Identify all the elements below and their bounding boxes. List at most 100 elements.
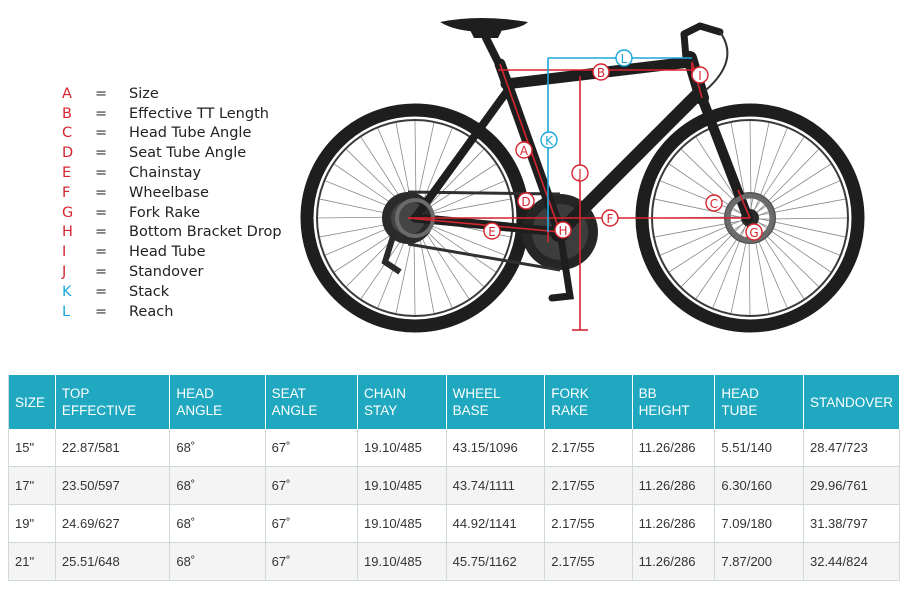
marker-b-text: B — [597, 66, 605, 80]
legend-row-j: J = Standover — [62, 262, 282, 282]
legend-row-k: K = Stack — [62, 282, 282, 302]
header-standover: STANDOVER — [803, 375, 901, 429]
table-cell: 2.17/55 — [544, 429, 633, 467]
table-cell: 67˚ — [265, 542, 359, 581]
header-chain-stay: CHAIN STAY — [357, 375, 447, 429]
legend-row-l: L = Reach — [62, 302, 282, 322]
marker-e-text: E — [488, 225, 496, 239]
legend-row-i: I = Head Tube — [62, 242, 282, 262]
table-cell: 2.17/55 — [544, 466, 633, 505]
legend-code: B — [62, 105, 72, 122]
spoke — [421, 149, 484, 213]
legend-code: G — [62, 204, 74, 221]
marker-i-text: I — [698, 69, 702, 83]
header-line: BB — [638, 386, 657, 401]
legend-label: Standover — [129, 264, 204, 281]
table-cell: 25.51/648 — [55, 542, 171, 581]
legend-equals: = — [95, 303, 108, 320]
table-row: 17" 23.50/597 68˚ 67˚ 19.10/485 43.74/11… — [8, 466, 901, 505]
legend-row-d: D = Seat Tube Angle — [62, 143, 282, 163]
legend-code: D — [62, 145, 74, 162]
legend-label: Effective TT Length — [129, 105, 269, 122]
table-cell: 31.38/797 — [803, 504, 901, 543]
table-cell: 24.69/627 — [55, 504, 171, 543]
header-line: ANGLE — [176, 403, 223, 418]
header-bb-height: BB HEIGHT — [632, 375, 716, 429]
marker-a: A — [515, 141, 533, 159]
table-cell: 29.96/761 — [803, 466, 901, 505]
table-cell: 43.15/1096 — [446, 429, 546, 467]
marker-a-text: A — [520, 144, 529, 158]
legend-code: E — [62, 165, 72, 182]
spoke — [422, 221, 496, 273]
legend-equals: = — [95, 264, 108, 281]
table-row: 15" 22.87/581 68˚ 67˚ 19.10/485 43.15/10… — [8, 429, 901, 467]
spoke — [417, 226, 435, 314]
legend-code: J — [62, 264, 67, 281]
table-cell: 68˚ — [169, 466, 266, 505]
marker-j: J — [571, 164, 589, 182]
legend-code: K — [62, 283, 72, 300]
header-line: TUBE — [721, 403, 758, 418]
header-line: HEIGHT — [638, 403, 690, 418]
marker-f: F — [601, 209, 619, 227]
table-cell: 28.47/723 — [803, 429, 901, 467]
marker-f-text: F — [607, 212, 614, 226]
table-cell: 21" — [8, 542, 56, 581]
table-cell: 67˚ — [265, 504, 359, 543]
header-line: BASE — [452, 403, 489, 418]
table-cell: 45.75/1162 — [446, 542, 546, 581]
spoke — [417, 226, 453, 308]
spoke — [419, 128, 453, 211]
bike-geometry-diagram: A B C D E F G H I J K L — [300, 18, 865, 333]
header-line: FORK — [551, 386, 589, 401]
header-line: WHEEL — [452, 386, 501, 401]
marker-g-text: G — [749, 226, 758, 240]
legend-label: Fork Rake — [129, 204, 201, 221]
legend-row-g: G = Fork Rake — [62, 203, 282, 223]
header-head-tube: HEAD TUBE — [714, 375, 804, 429]
legend-row-a: A = Size — [62, 84, 282, 104]
marker-l-text: L — [621, 52, 628, 66]
header-line: SIZE — [15, 394, 46, 410]
legend-equals: = — [95, 204, 108, 221]
table-cell: 2.17/55 — [544, 504, 633, 543]
legend-label: Seat Tube Angle — [129, 145, 247, 162]
marker-e: E — [483, 222, 501, 240]
table-cell: 32.44/824 — [803, 542, 901, 581]
spoke — [423, 180, 505, 216]
header-wheel-base: WHEEL BASE — [446, 375, 546, 429]
legend-equals: = — [95, 244, 108, 261]
table-cell: 43.74/1111 — [446, 466, 546, 505]
legend-code: F — [62, 184, 71, 201]
legend-row-c: C = Head Tube Angle — [62, 124, 282, 144]
header-line: CHAIN — [364, 386, 407, 401]
legend-row-h: H = Bottom Bracket Drop — [62, 223, 282, 243]
table-cell: 22.87/581 — [55, 429, 171, 467]
legend-label: Chainstay — [129, 165, 202, 182]
spoke — [420, 224, 470, 299]
legend-label: Size — [129, 85, 159, 102]
legend-equals: = — [95, 145, 108, 162]
legend-equals: = — [95, 224, 108, 241]
marker-l: L — [615, 49, 633, 67]
legend-code: H — [62, 224, 73, 241]
table-cell: 5.51/140 — [714, 429, 804, 467]
legend-row-e: E = Chainstay — [62, 163, 282, 183]
table-header-row: SIZE TOP EFFECTIVE HEAD ANGLE SEAT ANGLE CH… — [8, 375, 901, 429]
table-cell: 11.26/286 — [632, 429, 716, 467]
marker-h-text: H — [558, 224, 567, 238]
table-cell: 2.17/55 — [544, 542, 633, 581]
header-line: STAY — [364, 403, 398, 418]
header-line: SEAT — [271, 386, 306, 401]
table-cell: 23.50/597 — [55, 466, 171, 505]
spoke — [423, 198, 511, 216]
legend-label: Head Tube — [129, 244, 206, 261]
marker-d: D — [517, 192, 535, 210]
table-cell: 68˚ — [169, 542, 266, 581]
legend-label: Bottom Bracket Drop — [129, 224, 282, 241]
marker-g: G — [745, 223, 763, 241]
legend-label: Stack — [129, 283, 170, 300]
table-cell: 68˚ — [169, 429, 266, 467]
legend-equals: = — [95, 85, 108, 102]
